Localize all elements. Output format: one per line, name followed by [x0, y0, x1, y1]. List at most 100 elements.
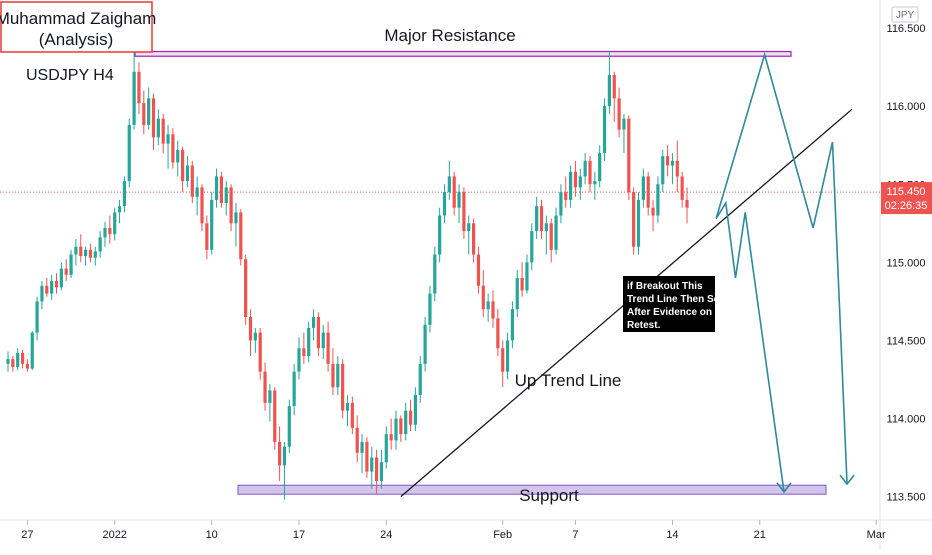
candle [273, 387, 277, 450]
candle-body [384, 434, 388, 463]
candle [598, 145, 602, 188]
candle-body [224, 187, 228, 204]
candle-body [433, 254, 437, 294]
time-axis[interactable]: 27 2022 10 17 24 Feb 7 14 21 Mar [21, 520, 886, 541]
candle [418, 356, 422, 403]
author-subtitle: (Analysis) [39, 30, 114, 49]
candle-body [685, 199, 689, 208]
candle [239, 209, 243, 266]
candle [404, 402, 408, 441]
candle [151, 93, 156, 150]
candle [331, 348, 335, 396]
candle [117, 199, 122, 224]
candle [641, 168, 645, 208]
candle-body [40, 285, 44, 302]
candle-body [559, 192, 563, 216]
candle-body [98, 237, 102, 252]
candle [457, 184, 461, 224]
candle-body [554, 215, 558, 250]
candle [661, 149, 665, 193]
candle-body [666, 156, 670, 166]
candle-body [360, 441, 364, 453]
candle-body [408, 410, 413, 425]
candle-body [336, 363, 340, 388]
price-tick-label: 115.000 [887, 257, 926, 269]
candle [501, 340, 505, 388]
candle [530, 223, 534, 271]
candle-body [93, 251, 97, 258]
candle-body [549, 223, 553, 250]
candle-body [636, 199, 641, 247]
candle [680, 171, 684, 208]
candle-body [491, 301, 495, 319]
candle-body [54, 281, 59, 288]
author-name: Muhammad Zaigham [0, 9, 156, 28]
candle [166, 124, 170, 169]
candle [234, 203, 238, 247]
candle [583, 153, 587, 185]
candle [74, 238, 78, 266]
candle [515, 270, 519, 317]
breakout-note: if Breakout This Trend Line Then Sell Af… [623, 276, 725, 332]
time-tick-label: 17 [293, 529, 305, 541]
candle [666, 145, 670, 177]
candle [447, 160, 451, 200]
candle [472, 218, 476, 263]
candle [45, 277, 49, 297]
price-axis[interactable]: 113.500114.000114.500115.000115.500116.0… [887, 23, 926, 503]
candle [307, 321, 311, 363]
author-label-box [0, 1, 153, 53]
candle [190, 160, 194, 204]
candle [520, 262, 524, 297]
candle [214, 168, 219, 208]
candle-body [59, 268, 63, 288]
candle [685, 187, 689, 224]
candle-body [16, 352, 20, 367]
candle [185, 156, 190, 188]
candle [491, 290, 495, 328]
candle [287, 399, 291, 453]
candle [360, 434, 364, 474]
candle [54, 273, 59, 294]
candle-body [515, 277, 519, 310]
candle [525, 254, 529, 294]
candle-body [442, 192, 447, 216]
time-tick-label: 2022 [102, 529, 126, 541]
candle-body [190, 165, 194, 197]
candle [103, 221, 107, 247]
candle-body [219, 176, 223, 204]
candle [379, 449, 384, 489]
candle-body [627, 118, 631, 193]
candle-body [311, 316, 316, 328]
candle [93, 246, 97, 266]
note-line-1: if Breakout This [627, 281, 703, 292]
candle-body [472, 223, 476, 255]
candle [181, 146, 185, 193]
candle-body [297, 348, 301, 372]
candle-body [326, 332, 330, 364]
candle [200, 184, 204, 232]
candle [302, 332, 306, 364]
candle [535, 196, 539, 239]
candle-body [675, 160, 679, 177]
currency-badge[interactable]: JPY [891, 6, 919, 23]
candle-body [345, 402, 350, 411]
candle [355, 415, 359, 463]
candle [20, 349, 25, 369]
candle-body [413, 395, 417, 425]
time-tick-label: 27 [21, 529, 33, 541]
time-tick-label: Mar [867, 529, 886, 541]
candle-body [6, 359, 10, 364]
candle-body [418, 363, 422, 396]
candle [16, 348, 20, 371]
candle [481, 270, 485, 317]
candle-body [569, 171, 573, 200]
candle [394, 410, 398, 450]
candle-body [399, 418, 403, 435]
candle [675, 140, 679, 193]
candle [316, 312, 320, 357]
candle-body [74, 246, 78, 255]
